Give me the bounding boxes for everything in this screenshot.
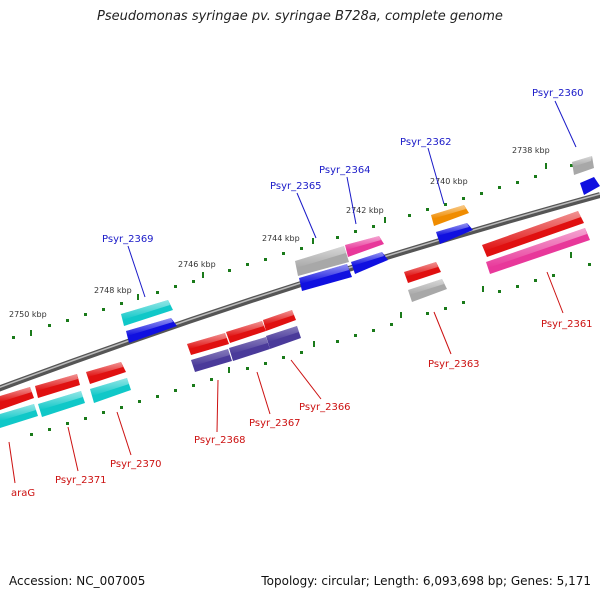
gene-arrow [86,362,123,377]
gene-arrow [226,321,264,337]
gene-labels-bottom: Psyr_2361 Psyr_2363 Psyr_2366 Psyr_2367 … [11,319,593,499]
scale-labels: 2738 kbp 2740 kbp 2742 kbp 2744 kbp 2746… [9,146,550,319]
gene-labels-top: Psyr_2360 Psyr_2362 Psyr_2364 Psyr_2365 … [102,88,584,245]
scale-track-bottom [30,252,591,436]
scale-label: 2748 kbp [94,286,132,295]
gene-arrow [572,156,592,167]
gene-arrow [0,404,36,421]
scale-track-top [12,163,573,339]
gene-label: Psyr_2370 [110,459,162,470]
gene-arrow [345,236,381,250]
genes-forward-row2 [126,177,600,343]
gene-arrow [35,374,78,391]
genes-reverse-row2 [0,228,590,428]
gene-label: Psyr_2360 [532,88,584,99]
gene-arrow [263,310,294,325]
gene-arrow [436,223,469,236]
gene-arrow [408,279,444,295]
gene-arrow [38,391,83,410]
gene-arrow [187,333,227,349]
genome-backbone [0,192,600,392]
label-leaders-bottom [8,271,564,484]
scale-label: 2740 kbp [430,177,468,186]
gene-label: Psyr_2368 [194,435,246,446]
gene-arrow [295,246,346,268]
gene-label: Psyr_2366 [299,402,351,413]
gene-arrow [229,337,268,354]
gene-arrow [191,349,230,366]
gene-arrow [299,264,349,284]
genes-reverse-row1 [0,211,584,410]
scale-label: 2738 kbp [512,146,550,155]
gene-label: araG [11,488,35,499]
genome-backbone-highlight [0,193,600,389]
gene-label: Psyr_2365 [270,181,322,192]
gene-arrow [404,262,438,277]
accession-text: Accession: NC_007005 [9,574,146,588]
gene-label: Psyr_2367 [249,418,301,429]
gene-label: Psyr_2362 [400,137,452,148]
gene-label: Psyr_2364 [319,165,371,176]
gene-arrow [0,387,32,402]
gene-arrow [431,205,466,219]
genes-forward-row1 [121,156,594,326]
gene-label: Psyr_2363 [428,359,480,370]
scale-label: 2744 kbp [262,234,300,243]
gene-arrow [351,252,384,266]
gene-label: Psyr_2369 [102,234,154,245]
gene-arrow [126,318,173,336]
page-title: Pseudomonas syringae pv. syringae B728a,… [97,9,503,24]
gene-arrow [482,211,581,251]
scale-label: 2742 kbp [346,206,384,215]
label-leaders-top [127,100,577,298]
gene-arrow [90,378,129,396]
gene-arrow [266,326,299,342]
gene-label: Psyr_2371 [55,475,107,486]
gene-label: Psyr_2361 [541,319,593,330]
gene-arrow [580,177,600,195]
scale-label: 2750 kbp [9,310,47,319]
scale-label: 2746 kbp [178,260,216,269]
genome-summary-text: Topology: circular; Length: 6,093,698 bp… [261,574,591,588]
gene-arrow [486,228,587,268]
gene-arrow [121,300,170,320]
